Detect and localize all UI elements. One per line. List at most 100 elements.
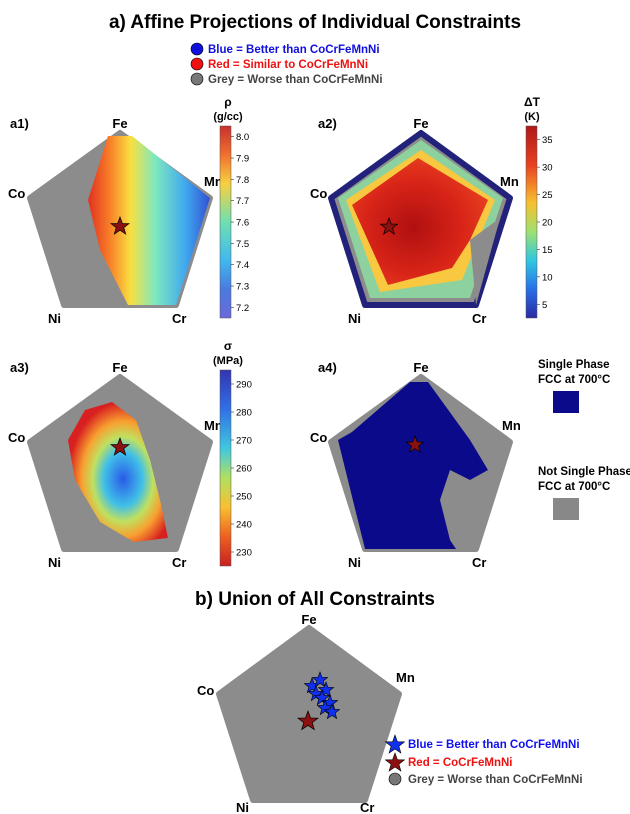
panel-a1-vertex-ni: Ni [48,311,61,326]
panel-a1-vertex-co: Co [8,186,25,201]
panel-b-red-star-icon [296,709,320,731]
panel-a3-colored-region [68,402,168,542]
a4-legend-single-line1: Single Phase [538,359,610,371]
panel-b-vertex-cr: Cr [360,800,374,814]
panel-a2-grey-notch [470,218,500,305]
panel-a1-cb-title: ρ [224,95,231,109]
panel-a3-vertex-co: Co [8,430,25,445]
a2-cb-tick-label: 35 [542,135,553,146]
panel-a1-vertex-cr: Cr [172,311,186,326]
panel-a4: a4) Fe Mn Cr Ni Co Single Phase FCC at 7… [310,359,630,570]
panel-b-vertex-co: Co [197,683,214,698]
panel-a2: a2) Fe Mn Cr Ni Co ΔT (K) 35 30 25 20 15 10 5 [310,95,553,326]
legend-b-grey-circle-icon [388,772,402,786]
panel-a2-cb-ticks: 35 30 25 20 15 10 5 [537,135,553,311]
legend-grey-text: Grey = Worse than CoCrFeMnNi [208,74,383,86]
section-a-legend: Blue = Better than CoCrFeMnNi Red = Simi… [190,42,383,86]
panel-a1-cb-ticks: 8.0 7.9 7.8 7.7 7.6 7.5 7.4 7.3 7.2 [231,132,249,314]
panel-a3-cb-unit: (MPa) [213,355,243,367]
legend-b-grey-text: Grey = Worse than CoCrFeMnNi [408,774,583,786]
panel-a1-colored-region [88,136,210,305]
panel-a4-single-phase-region [338,382,488,549]
a2-cb-tick-label: 20 [542,218,553,229]
a3-cb-tick-label: 240 [236,520,252,531]
panel-a3-vertex-mn: Mn [204,418,223,433]
section-a-title: a) Affine Projections of Individual Cons… [109,12,521,33]
panel-a2-red-region [352,158,488,285]
a2-cb-tick-label: 25 [542,190,553,201]
panel-a1: a1) Fe Mn Cr Ni Co ρ (g/cc) 8.0 7.9 7.8 7.7… [8,95,249,326]
panel-a2-vertex-cr: Cr [472,311,486,326]
panel-b-vertex-fe: Fe [301,612,316,627]
a4-legend-single-swatch [553,391,579,413]
legend-b-blue-star-icon [384,734,406,754]
panel-a4-label: a4) [318,360,337,375]
legend-blue-circle-icon [190,42,204,56]
panel-a1-vertex-mn: Mn [204,174,223,189]
panel-a4-vertex-fe: Fe [413,360,428,375]
panel-b-vertex-ni: Ni [236,800,249,814]
a3-cb-tick-label: 260 [236,464,252,475]
a4-legend-not-line1: Not Single Phase [538,466,630,478]
panel-a2-label: a2) [318,116,337,131]
a1-cb-tick-label: 7.9 [236,154,249,165]
panel-a4-vertex-mn: Mn [502,418,521,433]
a1-cb-tick-label: 7.2 [236,303,249,314]
legend-b-red-text: Red = CoCrFeMnNi [408,757,512,769]
panel-a3-vertex-cr: Cr [172,555,186,570]
legend-blue-text: Blue = Better than CoCrFeMnNi [208,44,380,56]
panel-b-vertex-mn: Mn [396,670,415,685]
panel-a3-colorbar [219,369,232,567]
a4-legend-not-swatch [553,498,579,520]
blue-star-icon [316,699,334,716]
a4-legend-single-line2: FCC at 700°C [538,374,610,386]
a3-cb-tick-label: 290 [236,380,252,391]
panel-a3-star-icon [109,436,131,456]
a1-cb-tick-label: 7.4 [236,260,249,271]
panel-a2-vertex-fe: Fe [413,116,428,131]
a2-cb-tick-label: 15 [542,245,553,256]
a1-cb-tick-label: 7.3 [236,282,249,293]
panel-a1-colorbar [219,125,232,319]
a2-cb-tick-label: 10 [542,272,553,283]
a1-cb-tick-label: 7.8 [236,175,249,186]
a3-cb-tick-label: 230 [236,548,252,559]
blue-star-icon [313,689,331,706]
a1-cb-tick-label: 7.7 [236,196,249,207]
a2-cb-tick-label: 30 [542,163,553,174]
blue-star-icon [311,671,329,688]
panel-a1-label: a1) [10,116,29,131]
panel-a3-cb-ticks: 290 280 270 260 250 240 230 [231,380,252,559]
a1-cb-tick-label: 7.5 [236,239,249,250]
section-b-legend: Blue = Better than CoCrFeMnNi Red = CoCr… [384,734,583,786]
panel-a3: a3) Fe Mn Cr Ni Co σ (MPa) 2902802702602… [8,339,252,570]
panel-b: Fe Mn Cr Ni Co [197,612,415,814]
section-b-title: b) Union of All Constraints [195,589,435,610]
panel-a2-vertex-ni: Ni [348,311,361,326]
a4-legend-not-line2: FCC at 700°C [538,481,610,493]
panel-a4-star-icon [405,434,425,453]
panel-a3-vertex-fe: Fe [112,360,127,375]
panel-a3-vertex-ni: Ni [48,555,61,570]
panel-a4-vertex-cr: Cr [472,555,486,570]
panel-a1-vertex-fe: Fe [112,116,127,131]
a3-cb-tick-label: 270 [236,436,252,447]
a3-cb-tick-label: 250 [236,492,252,503]
a2-cb-tick-label: 5 [542,300,547,311]
a1-cb-tick-label: 7.6 [236,218,249,229]
panel-a1-cb-unit: (g/cc) [213,111,243,123]
panel-a3-cb-title: σ [224,339,232,353]
panel-a2-cb-unit: (K) [524,111,540,123]
panel-a4-vertex-ni: Ni [348,555,361,570]
legend-b-blue-text: Blue = Better than CoCrFeMnNi [408,739,580,751]
panel-a2-vertex-mn: Mn [500,174,519,189]
panel-a2-star-icon [379,216,399,235]
panel-a3-label: a3) [10,360,29,375]
panel-b-blue-stars [303,671,341,720]
panel-a2-cb-title: ΔT [524,95,541,109]
panel-a2-vertex-co: Co [310,186,327,201]
a3-cb-tick-label: 280 [236,408,252,419]
panel-a1-star-icon [109,215,131,235]
panel-a2-colorbar [525,125,538,319]
legend-grey-circle-icon [190,72,204,86]
